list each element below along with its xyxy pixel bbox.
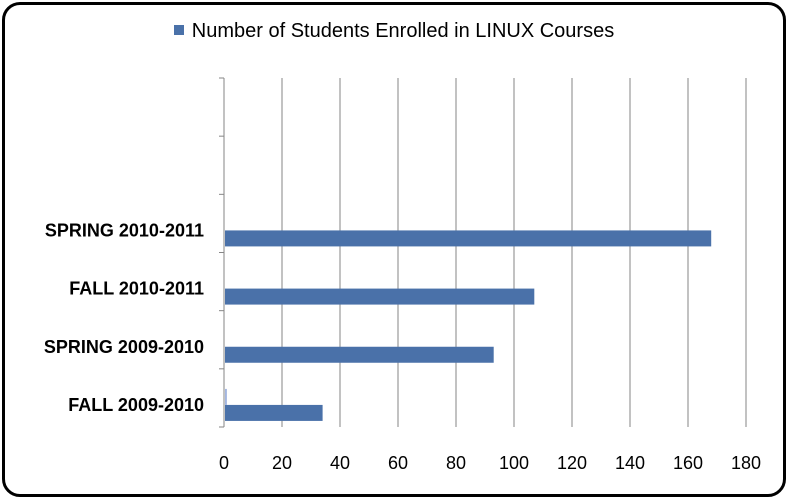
category-label-3: SPRING 2010-2011 [45,220,204,240]
bar-1-0 [225,388,227,405]
bar-0-2 [225,288,535,305]
bar-0-1 [225,346,494,363]
category-label-0: FALL 2009-2010 [68,395,204,415]
legend: Number of Students Enrolled in LINUX Cou… [0,20,788,43]
x-tick-label-3: 60 [388,453,408,473]
x-tick-label-1: 20 [272,453,292,473]
x-tick-label-4: 80 [446,453,466,473]
category-label-2: FALL 2010-2011 [69,279,204,299]
bar-0-3 [225,230,712,247]
x-tick-label-9: 180 [731,453,761,473]
x-tick-label-5: 100 [499,453,529,473]
x-tick-label-7: 140 [615,453,645,473]
x-tick-label-2: 40 [330,453,350,473]
x-tick-label-6: 120 [557,453,587,473]
x-tick-label-0: 0 [219,453,229,473]
bar-0-0 [225,404,323,421]
category-label-1: SPRING 2009-2010 [44,337,204,357]
legend-swatch-icon [173,24,184,35]
legend-label: Number of Students Enrolled in LINUX Cou… [191,20,615,42]
x-tick-label-8: 160 [673,453,703,473]
